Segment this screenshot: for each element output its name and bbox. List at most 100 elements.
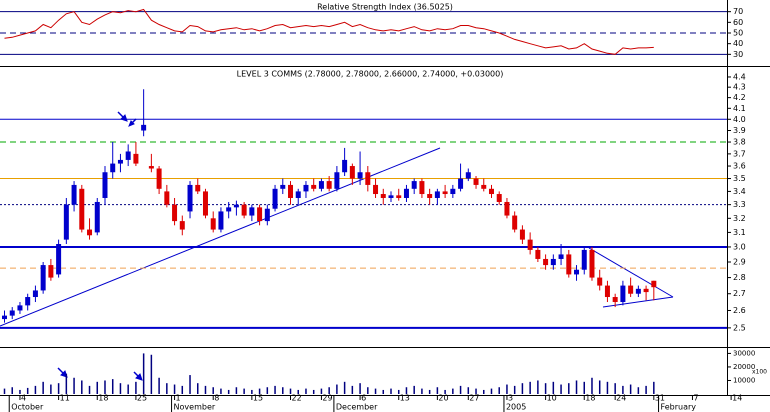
x-tick-label: 29 <box>322 394 332 403</box>
volume-bar <box>282 387 284 394</box>
volume-bar <box>622 385 624 394</box>
rsi-line <box>4 8 654 55</box>
volume-bar <box>220 388 222 394</box>
volume-bar <box>367 387 369 394</box>
candle-body <box>558 254 564 259</box>
y-tick-label: 3.3 <box>733 200 746 209</box>
x-tick-label: 27 <box>469 394 479 403</box>
y-tick-label: 2.5 <box>733 323 746 332</box>
arrow-head <box>128 120 135 127</box>
x-tick-label: 13 <box>400 394 410 403</box>
x-tick-label: 6 <box>361 394 366 403</box>
arrow-head <box>135 373 143 381</box>
volume-bar <box>142 353 145 394</box>
y-tick-label: 3.5 <box>733 174 746 183</box>
volume-bar <box>653 381 655 394</box>
y-tick-label: 3.0 <box>733 242 746 251</box>
candle-body <box>427 194 433 198</box>
candle-body <box>434 191 440 198</box>
y-tick-label: 30000 <box>733 349 755 357</box>
candle-body <box>342 159 348 173</box>
volume-bar <box>452 388 454 394</box>
y-tick-label: 10000 <box>733 376 755 384</box>
volume-bar <box>483 389 485 394</box>
volume-bar <box>583 381 585 394</box>
volume-bar <box>467 387 470 394</box>
candle-body <box>226 207 232 212</box>
candle-body <box>125 151 131 160</box>
volume-bar <box>320 388 323 394</box>
candle-body <box>79 188 85 230</box>
candle-body <box>303 184 309 192</box>
volume-bar <box>297 389 299 394</box>
x-tick-label: 3 <box>508 394 513 403</box>
x-tick-label: 11 <box>60 394 70 403</box>
x-tick-label: 1 <box>176 394 181 403</box>
x-tick-label: 18 <box>585 394 595 403</box>
y-tick-label: 60 <box>733 18 743 27</box>
candle-body <box>32 290 38 298</box>
volume-bar <box>243 388 245 394</box>
x-tick-label: 31 <box>655 394 665 403</box>
candle-body <box>504 201 510 216</box>
volume-bar <box>560 384 562 394</box>
candle-body <box>318 181 324 189</box>
volume-bar <box>181 385 184 394</box>
y-tick-label: 3.6 <box>733 162 746 171</box>
candle-body <box>133 153 139 164</box>
candle-body <box>288 184 294 198</box>
volume-bar <box>173 384 176 394</box>
candle-body <box>581 249 587 270</box>
candle-body <box>110 163 116 173</box>
candle-body <box>373 184 379 195</box>
y-tick-label: 3.9 <box>733 126 746 135</box>
volume-bar <box>65 373 68 394</box>
y-tick-label: 2.8 <box>733 273 746 282</box>
volume-bar <box>645 385 647 394</box>
x-tick-label: 18 <box>98 394 108 403</box>
y-tick-label: 2.9 <box>733 258 746 267</box>
volume-bar <box>552 381 555 394</box>
rsi-title: Relative Strength Index (36.5025) <box>317 3 453 12</box>
x-tick-label: 8 <box>214 394 219 403</box>
candle-body <box>233 204 239 208</box>
candle-body <box>465 172 471 179</box>
volume-bar <box>343 381 346 394</box>
y-tick-label: 20000 <box>733 363 755 371</box>
x-tick-label: 7 <box>693 394 698 403</box>
volume-bar <box>421 388 423 394</box>
candle-body <box>257 207 263 222</box>
candle-body <box>48 265 54 278</box>
volume-bar <box>19 389 21 394</box>
x-tick-label: 10 <box>547 394 557 403</box>
candle-body <box>635 288 641 294</box>
volume-bar <box>227 389 230 394</box>
volume-bar <box>637 387 640 394</box>
period-label: 2005 <box>506 403 526 412</box>
candle-body <box>458 178 464 189</box>
candle-body <box>210 218 216 230</box>
volume-bar <box>127 384 129 394</box>
candle-body <box>9 310 15 316</box>
volume-bar <box>506 384 508 394</box>
y-tick-label: 4.1 <box>733 104 746 113</box>
y-tick-label: 3.1 <box>733 228 746 237</box>
volume-unit: x100 <box>752 369 767 376</box>
y-tick-label: 3.2 <box>733 214 746 223</box>
volume-bar <box>26 387 29 394</box>
candle-body <box>481 184 487 189</box>
volume-bar <box>529 381 531 394</box>
period-label: February <box>661 403 697 412</box>
volume-bar <box>166 383 168 394</box>
volume-bar <box>359 383 361 394</box>
volume-bar <box>73 377 75 394</box>
candle-body <box>334 172 340 189</box>
volume-bar <box>88 385 91 394</box>
candle-body <box>71 184 77 205</box>
volume-bar <box>475 388 477 394</box>
candle-body <box>550 258 556 266</box>
volume-bar <box>111 379 114 394</box>
x-tick-label: 24 <box>616 394 626 403</box>
candle-body <box>574 269 580 275</box>
volume-bar <box>11 387 13 394</box>
